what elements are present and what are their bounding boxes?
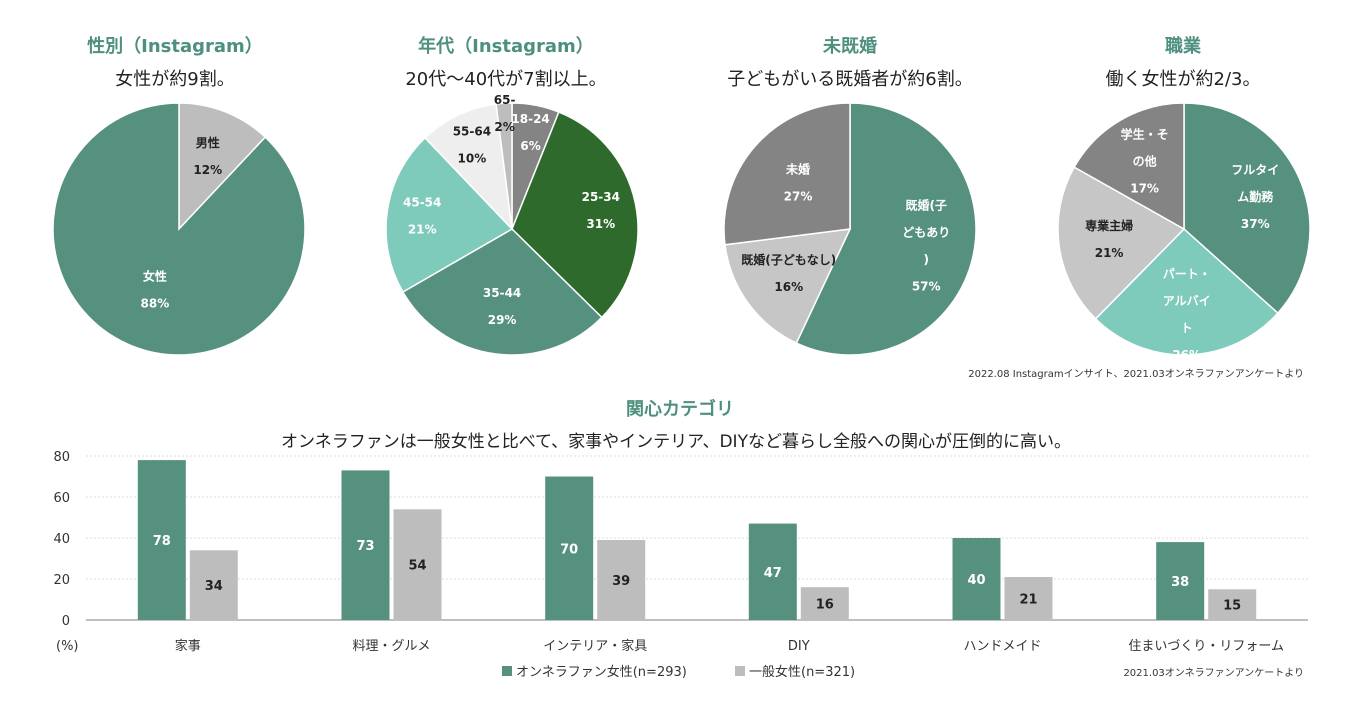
bar-value-label: 21 [1019, 593, 1037, 608]
bar [341, 470, 390, 620]
pie-slice-label: 18-24 6% [511, 112, 549, 153]
pie-gender: 男性 12% 女性 88% [52, 102, 306, 356]
bar-value-label: 34 [205, 579, 223, 594]
bar-value-label: 47 [764, 566, 782, 581]
bar-value-label: 70 [560, 542, 578, 557]
bar-value-label: 38 [1171, 575, 1189, 590]
pie-slice-label: 45-54 21% [403, 196, 441, 237]
pie-slice-label: 35-44 29% [483, 286, 521, 327]
pie-marital: 既婚(子どもあり) 57% 既婚(子どもなし) 16% 未婚 27% [723, 102, 977, 356]
pie-slice-label: 学生・その他 17% [1121, 127, 1169, 196]
pie-source-note: 2022.08 Instagramインサイト、2021.03オンネラファンアンケ… [968, 368, 1304, 380]
pie-slice [724, 228, 852, 345]
y-tick-label: 80 [53, 450, 70, 465]
bar-chart-title: 関心カテゴリ [626, 398, 734, 420]
pie-slice-label: パート・アルバイト 26% [1163, 267, 1211, 362]
pie-slice [1073, 102, 1185, 231]
pie-slice [178, 102, 267, 231]
bar-value-label: 39 [612, 574, 630, 589]
pie-slice [723, 102, 851, 246]
bar [393, 509, 442, 620]
pie-slice-label: 25-34 31% [582, 190, 620, 231]
legend-swatch-onnela [502, 666, 512, 676]
pie-slice [1183, 102, 1311, 315]
bar [748, 523, 797, 620]
pie-subtitle-occupation: 働く女性が約2/3。 [1106, 69, 1261, 90]
y-tick-label: 20 [53, 573, 70, 588]
x-category-label: DIY [788, 639, 810, 654]
pie-slice-label: 女性 88% [141, 268, 170, 310]
pie-slice-label: 55-64 10% [453, 124, 491, 165]
bar [1156, 542, 1205, 620]
pie-title-occupation: 職業 [1165, 35, 1202, 57]
pie-subtitle-marital: 子どもがいる既婚者が約6割。 [727, 69, 972, 90]
bar-value-label: 15 [1223, 599, 1241, 614]
pie-slice [401, 228, 603, 356]
x-category-label: インテリア・家具 [543, 638, 647, 654]
pie-slice [1094, 227, 1279, 356]
bar [952, 538, 1001, 620]
bar-value-label: 40 [967, 573, 985, 588]
bar-value-label: 16 [816, 598, 834, 613]
pie-slice [511, 111, 639, 319]
bar-chart-subtitle: オンネラファンは一般女性と比べて、家事やインテリア、DIYなど暮らし全般への関心… [281, 432, 1071, 452]
pie-subtitle-age: 20代〜40代が7割以上。 [405, 69, 606, 90]
pie-slice [795, 102, 977, 356]
pie-slice-label: 男性 12% [193, 135, 222, 177]
pie-slice [495, 102, 513, 230]
bar-chart: 0 20 40 60 80 78 34 家事 73 54 料理・グルメ 70 39 インテリア・家具 47 1… [53, 450, 1308, 654]
y-tick-label: 0 [62, 614, 70, 629]
bar [137, 460, 186, 620]
bar [189, 550, 238, 620]
x-category-label: 家事 [175, 638, 201, 654]
y-tick-label: 60 [53, 491, 70, 506]
pie-slice-label: フルタイム勤務 37% [1231, 163, 1279, 231]
pie-slice [385, 136, 514, 294]
pie-age: 18-24 6% 25-34 31% 35-44 29% 45-54 21% 55-64 10%6… [385, 93, 639, 356]
pie-subtitle-gender: 女性が約9割。 [115, 69, 234, 90]
bar [800, 587, 849, 620]
pie-slice [52, 102, 306, 356]
x-category-label: 住まいづくり・リフォーム [1128, 639, 1284, 654]
legend-swatch-general [735, 666, 745, 676]
bar-value-label: 73 [356, 539, 374, 554]
pie-slice [1057, 166, 1186, 320]
bar [597, 540, 646, 620]
y-axis-unit: (%) [56, 639, 79, 654]
pie-title-marital: 未既婚 [823, 35, 877, 57]
pie-slice-label: 既婚(子どもなし) 16% [741, 252, 836, 294]
pie-slice-label: 未婚 27% [784, 162, 813, 204]
legend-label-onnela: オンネラファン女性(n=293) [516, 664, 687, 680]
pie-title-gender: 性別（Instagram） [87, 35, 263, 57]
x-category-label: 料理・グルメ [352, 639, 430, 654]
pie-slice-label: 専業主婦 21% [1085, 218, 1133, 260]
bar [545, 476, 594, 620]
pie-slice [423, 103, 514, 232]
bar-value-label: 54 [408, 559, 426, 574]
bar-source-note: 2021.03オンネラファンアンケートより [1123, 667, 1304, 679]
bar [1208, 589, 1257, 621]
x-category-label: ハンドメイド [963, 639, 1041, 654]
bar [1004, 577, 1053, 620]
legend-label-general: 一般女性(n=321) [749, 664, 855, 680]
bar-value-label: 78 [153, 534, 171, 549]
y-tick-label: 40 [53, 532, 70, 547]
pie-occupation: フルタイム勤務 37% パート・アルバイト 26% 専業主婦 21% 学生・その他 17% [1057, 102, 1311, 362]
pie-slice-label: 65-2% [494, 93, 516, 134]
pie-title-age: 年代（Instagram） [418, 35, 594, 57]
pie-slice-label: 既婚(子どもあり) 57% [902, 198, 950, 294]
